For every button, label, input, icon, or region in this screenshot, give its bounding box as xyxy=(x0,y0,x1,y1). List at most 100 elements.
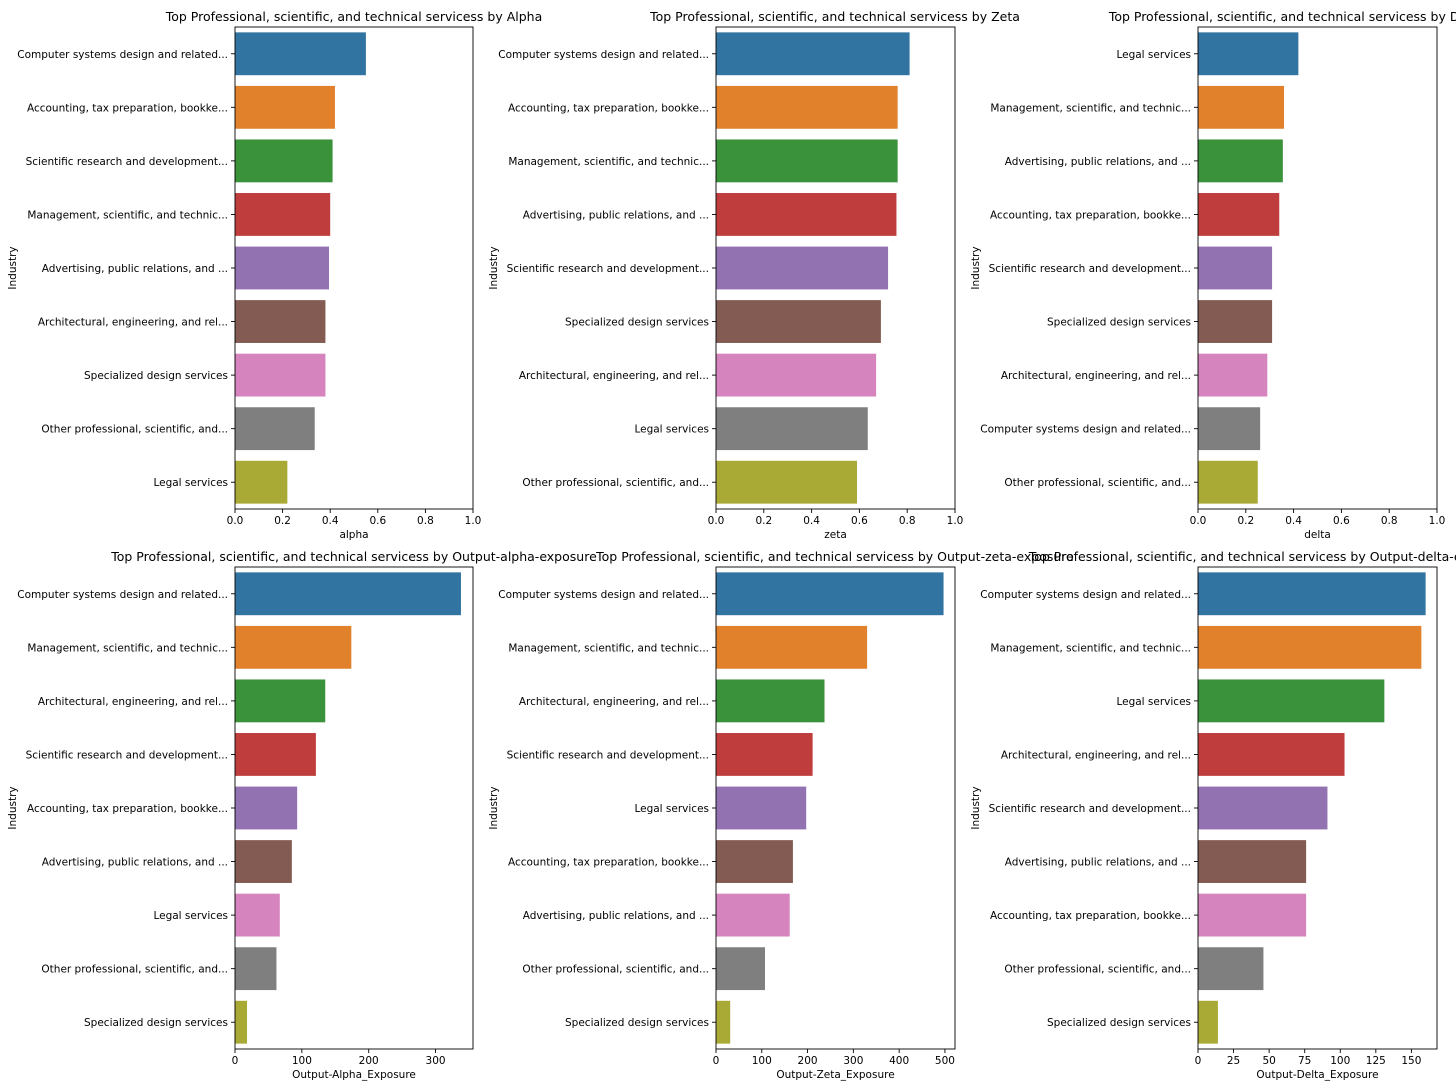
bar xyxy=(716,679,825,723)
bar xyxy=(716,840,793,883)
x-tick-label: 0.0 xyxy=(227,515,244,527)
y-tick-label: Accounting, tax preparation, bookke... xyxy=(990,209,1191,221)
bar xyxy=(716,625,868,669)
x-tick-label: 0.0 xyxy=(708,515,725,527)
x-axis-label: Output-Zeta_Exposure xyxy=(776,1069,894,1081)
y-tick-label: Advertising, public relations, and ... xyxy=(42,263,228,275)
y-tick-label: Management, scientific, and technic... xyxy=(990,102,1191,114)
bar xyxy=(716,460,858,504)
y-tick-label: Other professional, scientific, and... xyxy=(1004,477,1191,489)
bar xyxy=(1198,947,1264,991)
bar xyxy=(716,300,881,343)
y-axis-label: Industry xyxy=(7,246,19,289)
x-tick-label: 0 xyxy=(1195,1055,1202,1067)
bar xyxy=(235,1000,248,1044)
bar xyxy=(1198,679,1385,723)
chart-title: Top Professional, scientific, and techni… xyxy=(1028,549,1456,564)
x-tick-label: 300 xyxy=(426,1055,446,1067)
bar xyxy=(1198,572,1426,616)
y-tick-label: Specialized design services xyxy=(84,370,228,382)
x-tick-label: 0.4 xyxy=(1285,515,1302,527)
y-tick-label: Legal services xyxy=(634,803,709,815)
x-axis-label: alpha xyxy=(339,529,368,541)
y-tick-label: Accounting, tax preparation, bookke... xyxy=(990,910,1191,922)
bar xyxy=(1198,193,1280,236)
bar xyxy=(1198,407,1261,451)
x-tick-label: 200 xyxy=(359,1055,379,1067)
bar xyxy=(235,733,316,776)
bar xyxy=(235,246,330,290)
x-tick-label: 1.0 xyxy=(1429,515,1446,527)
bar xyxy=(716,733,813,776)
x-tick-label: 0.6 xyxy=(851,515,868,527)
y-tick-label: Management, scientific, and technic... xyxy=(508,156,709,168)
y-tick-label: Architectural, engineering, and rel... xyxy=(1001,749,1191,761)
y-tick-label: Computer systems design and related... xyxy=(980,589,1191,601)
y-tick-label: Legal services xyxy=(1116,49,1191,61)
bar xyxy=(716,193,897,236)
y-tick-label: Architectural, engineering, and rel... xyxy=(519,370,709,382)
y-tick-label: Computer systems design and related... xyxy=(498,49,709,61)
bar xyxy=(1198,840,1307,883)
x-tick-label: 0.2 xyxy=(274,515,291,527)
y-tick-label: Specialized design services xyxy=(84,1017,228,1029)
y-tick-label: Computer systems design and related... xyxy=(498,589,709,601)
x-tick-label: 100 xyxy=(752,1055,772,1067)
x-tick-label: 0.8 xyxy=(417,515,434,527)
y-axis-label: Industry xyxy=(488,246,500,289)
x-tick-label: 0.4 xyxy=(322,515,339,527)
y-tick-label: Accounting, tax preparation, bookke... xyxy=(508,857,709,869)
y-axis-label: Industry xyxy=(7,786,19,829)
bar xyxy=(235,679,326,723)
x-tick-label: 300 xyxy=(843,1055,863,1067)
bar xyxy=(235,85,335,129)
x-tick-label: 0.2 xyxy=(1237,515,1254,527)
x-tick-label: 0.6 xyxy=(369,515,386,527)
bar xyxy=(1198,460,1258,504)
chart-panel-6: Computer systems design and related... Ma… xyxy=(970,549,1456,1081)
x-tick-label: 125 xyxy=(1366,1055,1386,1067)
y-tick-label: Management, scientific, and technic... xyxy=(27,209,228,221)
bar xyxy=(1198,1000,1218,1044)
y-tick-label: Architectural, engineering, and rel... xyxy=(1001,370,1191,382)
x-axis-label: zeta xyxy=(824,529,847,541)
y-tick-label: Architectural, engineering, and rel... xyxy=(519,696,709,708)
y-tick-label: Advertising, public relations, and ... xyxy=(523,209,709,221)
x-tick-label: 50 xyxy=(1262,1055,1275,1067)
bar xyxy=(1198,300,1273,343)
bar xyxy=(716,1000,731,1044)
bar xyxy=(235,193,331,236)
y-tick-label: Scientific research and development... xyxy=(507,749,709,761)
bar xyxy=(716,407,868,451)
x-tick-label: 100 xyxy=(292,1055,312,1067)
y-tick-label: Computer systems design and related... xyxy=(17,589,228,601)
bar xyxy=(1198,32,1299,76)
x-tick-label: 1.0 xyxy=(947,515,964,527)
bar xyxy=(716,353,877,397)
y-tick-label: Advertising, public relations, and ... xyxy=(1005,156,1191,168)
y-tick-label: Other professional, scientific, and... xyxy=(522,477,709,489)
y-tick-label: Specialized design services xyxy=(1047,317,1191,329)
bar xyxy=(1198,786,1328,830)
chart-panel-3: Legal services Management, scientific, an… xyxy=(970,9,1456,541)
y-tick-label: Specialized design services xyxy=(1047,1017,1191,1029)
y-tick-label: Management, scientific, and technic... xyxy=(27,642,228,654)
y-tick-label: Advertising, public relations, and ... xyxy=(1005,857,1191,869)
bar xyxy=(716,32,910,76)
y-tick-label: Specialized design services xyxy=(565,317,709,329)
y-tick-label: Other professional, scientific, and... xyxy=(522,964,709,976)
x-tick-label: 200 xyxy=(798,1055,818,1067)
y-axis-label: Industry xyxy=(970,786,982,829)
x-tick-label: 0 xyxy=(232,1055,239,1067)
bar xyxy=(716,246,889,290)
chart-panel-1: Computer systems design and related... Ac… xyxy=(7,9,542,541)
x-tick-label: 25 xyxy=(1227,1055,1240,1067)
y-tick-label: Scientific research and development... xyxy=(507,263,709,275)
x-tick-label: 0.2 xyxy=(755,515,772,527)
y-tick-label: Management, scientific, and technic... xyxy=(990,642,1191,654)
y-tick-label: Computer systems design and related... xyxy=(17,49,228,61)
y-tick-label: Advertising, public relations, and ... xyxy=(42,857,228,869)
bar xyxy=(235,32,366,76)
chart-panel-2: Computer systems design and related... Ac… xyxy=(488,9,1020,541)
bar xyxy=(716,139,898,183)
